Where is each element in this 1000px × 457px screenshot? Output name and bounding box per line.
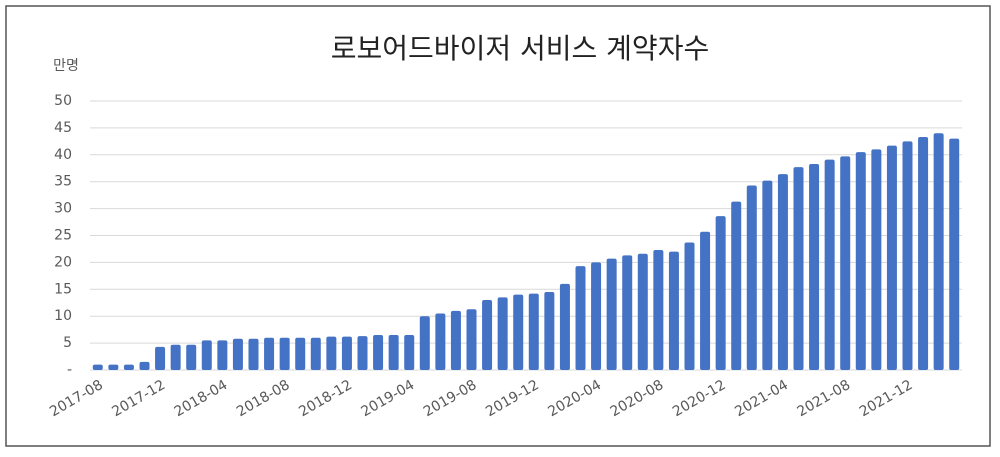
bar: [170, 344, 181, 370]
bar: [419, 316, 430, 370]
y-tick-label: -: [67, 362, 72, 378]
bar: [637, 253, 648, 370]
bar: [653, 250, 664, 370]
y-tick-label: 5: [63, 335, 72, 351]
bar: [746, 185, 757, 370]
y-tick-label: 10: [54, 308, 72, 324]
bar: [933, 133, 944, 370]
y-tick-label: 35: [54, 174, 72, 190]
bar: [809, 163, 820, 370]
bar: [123, 364, 134, 370]
y-tick-label: 15: [54, 281, 72, 297]
bar: [388, 335, 399, 370]
y-axis-label: 만명: [53, 58, 79, 74]
bar: [466, 309, 477, 370]
bar: [559, 283, 570, 370]
bar: [92, 364, 103, 370]
bar: [201, 340, 212, 370]
y-tick-label: 30: [54, 201, 72, 217]
bar: [777, 174, 788, 370]
bar: [606, 258, 617, 370]
bar: [622, 255, 633, 370]
bar: [326, 336, 337, 370]
y-tick-label: 25: [54, 228, 72, 244]
bar: [731, 201, 742, 370]
bar: [886, 145, 897, 370]
bar: [497, 297, 508, 370]
bar: [108, 364, 119, 370]
bar: [279, 337, 290, 370]
bar: [871, 149, 882, 370]
bar: [310, 337, 321, 370]
bar: [513, 294, 524, 370]
bar: [902, 141, 913, 370]
y-tick-label: 45: [54, 120, 72, 136]
bar: [232, 338, 243, 370]
bar: [450, 310, 461, 370]
bar: [700, 231, 711, 370]
bar: [248, 338, 259, 370]
bar: [544, 291, 555, 370]
bar: [373, 335, 384, 370]
bar: [155, 346, 166, 370]
bar: [435, 313, 446, 370]
bar: [684, 242, 695, 370]
bar: [186, 344, 197, 370]
bar: [404, 335, 415, 370]
bar: [762, 180, 773, 370]
bar: [139, 361, 150, 370]
bar: [668, 251, 679, 370]
bar: [341, 336, 352, 370]
bar: [217, 340, 228, 370]
bar: [357, 336, 368, 370]
bar: [715, 216, 726, 370]
bar: [528, 293, 539, 370]
bar: [264, 337, 275, 370]
bar: [591, 262, 602, 370]
y-tick-label: 40: [54, 147, 72, 163]
bar: [949, 138, 960, 370]
bar: [295, 337, 306, 370]
y-tick-label: 50: [54, 93, 72, 109]
bar: [855, 152, 866, 370]
bar: [824, 159, 835, 370]
y-tick-label: 20: [54, 254, 72, 270]
bar: [793, 167, 804, 370]
bar: [840, 156, 851, 370]
bar: [918, 137, 929, 370]
bar: [482, 300, 493, 370]
chart-title: 로보어드바이저 서비스 계약자수: [331, 32, 709, 65]
bar: [575, 266, 586, 370]
